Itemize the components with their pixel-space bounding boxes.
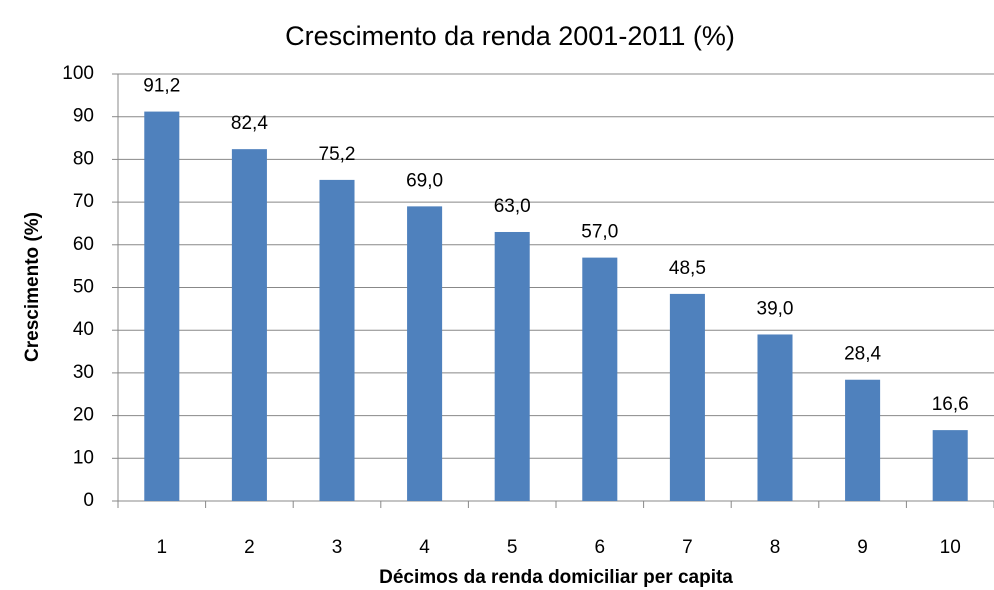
bar	[231, 149, 267, 502]
data-label: 91,2	[143, 76, 180, 97]
x-tick-label: 4	[419, 537, 430, 558]
y-tick-label: 90	[73, 106, 94, 127]
x-tick-label: 3	[332, 537, 343, 558]
x-tick-label: 8	[770, 537, 781, 558]
bar	[757, 334, 793, 501]
x-tick-label: 9	[857, 537, 868, 558]
bar	[494, 231, 530, 502]
y-tick-label: 70	[73, 191, 94, 212]
bar	[319, 179, 355, 501]
bar	[582, 257, 618, 501]
bar	[407, 206, 443, 501]
bar	[144, 111, 180, 502]
bar	[932, 430, 968, 501]
y-tick-label: 0	[83, 490, 94, 511]
x-tick-label: 10	[940, 537, 961, 558]
data-label: 75,2	[319, 144, 356, 165]
x-tick-label: 5	[507, 537, 518, 558]
x-tick-label: 7	[682, 537, 693, 558]
y-tick-label: 60	[73, 234, 94, 255]
x-tick-label: 2	[244, 537, 255, 558]
chart-title: Crescimento da renda 2001-2011 (%)	[285, 21, 735, 51]
y-tick-label: 40	[73, 319, 94, 340]
data-label: 82,4	[231, 113, 268, 134]
data-label: 63,0	[494, 196, 531, 217]
bar	[669, 293, 705, 501]
y-tick-label: 50	[73, 277, 94, 298]
y-tick-label: 80	[73, 148, 94, 169]
y-tick-label: 30	[73, 362, 94, 383]
data-label: 69,0	[406, 170, 443, 191]
x-tick-label: 6	[595, 537, 606, 558]
y-axis-title: Crescimento (%)	[22, 212, 43, 362]
x-tick-label: 1	[157, 537, 168, 558]
data-label: 57,0	[581, 222, 618, 243]
y-tick-label: 100	[62, 63, 94, 84]
data-label: 48,5	[669, 258, 706, 279]
y-tick-label: 20	[73, 405, 94, 426]
bar	[845, 379, 881, 501]
y-tick-label: 10	[73, 447, 94, 468]
data-label: 16,6	[932, 394, 969, 415]
data-label: 39,0	[757, 298, 794, 319]
data-label: 28,4	[844, 344, 881, 365]
x-axis-title: Décimos da renda domiciliar per capita	[379, 567, 733, 588]
